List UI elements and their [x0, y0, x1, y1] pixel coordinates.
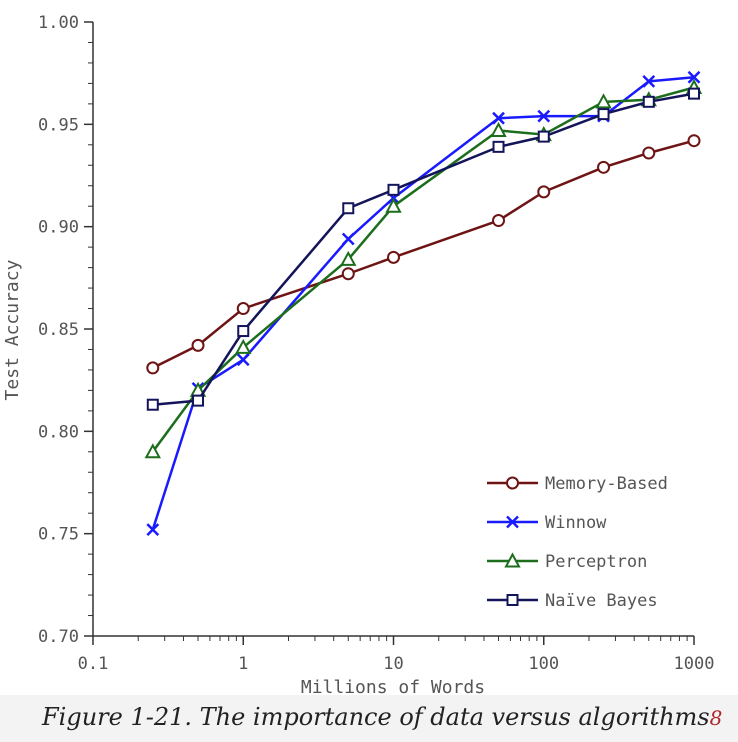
- data-point-na-ve-bayes: [597, 108, 610, 121]
- y-tick-label: 0.85: [38, 320, 79, 340]
- series-na-ve-bayes: [146, 87, 700, 411]
- y-axis-label: Test Accuracy: [2, 259, 23, 400]
- legend-label: Perceptron: [545, 552, 647, 572]
- y-tick-label: 0.90: [38, 218, 79, 238]
- accuracy-line-chart: 0.70 0.75 0.80 0.85 0.90 0.95 1.00 0.1 1 10 100 100…: [2, 13, 714, 695]
- data-point-winnow: [146, 523, 160, 536]
- data-point-na-ve-bayes: [237, 325, 250, 338]
- axis-ticks: 0.70 0.75 0.80 0.85 0.90 0.95 1.00 0.1 1 10 100 100…: [38, 13, 714, 674]
- y-tick-label: 0.80: [38, 422, 79, 442]
- legend-entry-na-ve-bayes: Naïve Bayes: [487, 591, 658, 611]
- x-tick-label: 100: [528, 654, 559, 674]
- data-point-perceptron: [235, 338, 252, 354]
- series-line-winnow: [151, 76, 695, 530]
- legend-label: Memory-Based: [545, 474, 668, 494]
- data-point-winnow: [537, 109, 551, 123]
- footnote-reference[interactable]: 8: [709, 706, 723, 730]
- data-point-memory-based: [387, 250, 400, 264]
- data-point-memory-based: [146, 361, 160, 375]
- data-point-winnow: [236, 353, 250, 367]
- data-point-na-ve-bayes: [688, 87, 700, 100]
- legend: Memory-Based Winnow Perceptron Naïve Bayes: [487, 474, 668, 611]
- data-point-na-ve-bayes: [537, 130, 550, 143]
- data-point-na-ve-bayes: [492, 140, 505, 153]
- data-point-na-ve-bayes: [342, 202, 355, 215]
- data-point-na-ve-bayes: [387, 183, 400, 196]
- data-point-winnow: [492, 111, 505, 125]
- data-point-memory-based: [341, 267, 355, 281]
- data-point-na-ve-bayes: [642, 95, 655, 108]
- series-memory-based: [146, 134, 701, 375]
- figure-caption: Figure 1-21. The importance of data vers…: [0, 695, 738, 742]
- data-point-memory-based: [597, 160, 611, 174]
- data-point-na-ve-bayes: [192, 394, 205, 407]
- legend-entry-perceptron: Perceptron: [487, 552, 647, 572]
- data-point-perceptron: [385, 197, 402, 213]
- figure-caption-text: Figure 1-21. The importance of data vers…: [42, 703, 710, 731]
- y-tick-label: 0.70: [38, 627, 79, 647]
- data-point-memory-based: [236, 302, 250, 316]
- data-point-perceptron: [595, 93, 612, 109]
- legend-marker: [506, 594, 519, 606]
- legend-label: Naïve Bayes: [545, 591, 658, 611]
- data-point-winnow: [642, 74, 656, 88]
- y-tick-label: 0.95: [38, 115, 79, 135]
- series-perceptron: [144, 78, 703, 459]
- data-point-perceptron: [490, 121, 507, 137]
- x-tick-label: 10: [383, 654, 403, 674]
- series-winnow: [146, 70, 701, 536]
- y-tick-label: 1.00: [38, 13, 79, 33]
- data-point-memory-based: [191, 338, 205, 352]
- series-line-memory-based: [152, 139, 695, 370]
- legend-label: Winnow: [545, 513, 607, 533]
- data-point-perceptron: [144, 443, 161, 459]
- series-line-na-ve-bayes: [152, 92, 695, 406]
- data-point-memory-based: [642, 146, 656, 160]
- x-tick-label: 1000: [674, 654, 715, 674]
- data-point-memory-based: [492, 214, 506, 228]
- data-point-memory-based: [537, 185, 551, 199]
- x-tick-label: 0.1: [78, 654, 109, 674]
- legend-marker: [506, 515, 519, 529]
- legend-marker: [504, 552, 521, 568]
- legend-entry-winnow: Winnow: [487, 513, 607, 533]
- x-axis-label: Millions of Words: [301, 677, 485, 695]
- x-tick-label: 1: [238, 654, 248, 674]
- data-point-perceptron: [340, 250, 357, 266]
- series-lines: [144, 70, 703, 536]
- series-line-perceptron: [151, 86, 695, 453]
- data-point-memory-based: [687, 134, 701, 148]
- legend-entry-memory-based: Memory-Based: [487, 474, 668, 494]
- data-point-winnow: [687, 70, 701, 84]
- legend-marker: [506, 476, 519, 490]
- y-tick-label: 0.75: [38, 525, 79, 545]
- chart-panel: 0.70 0.75 0.80 0.85 0.90 0.95 1.00 0.1 1 10 100 100…: [2, 13, 715, 695]
- data-point-winnow: [341, 232, 355, 246]
- data-point-na-ve-bayes: [146, 398, 159, 411]
